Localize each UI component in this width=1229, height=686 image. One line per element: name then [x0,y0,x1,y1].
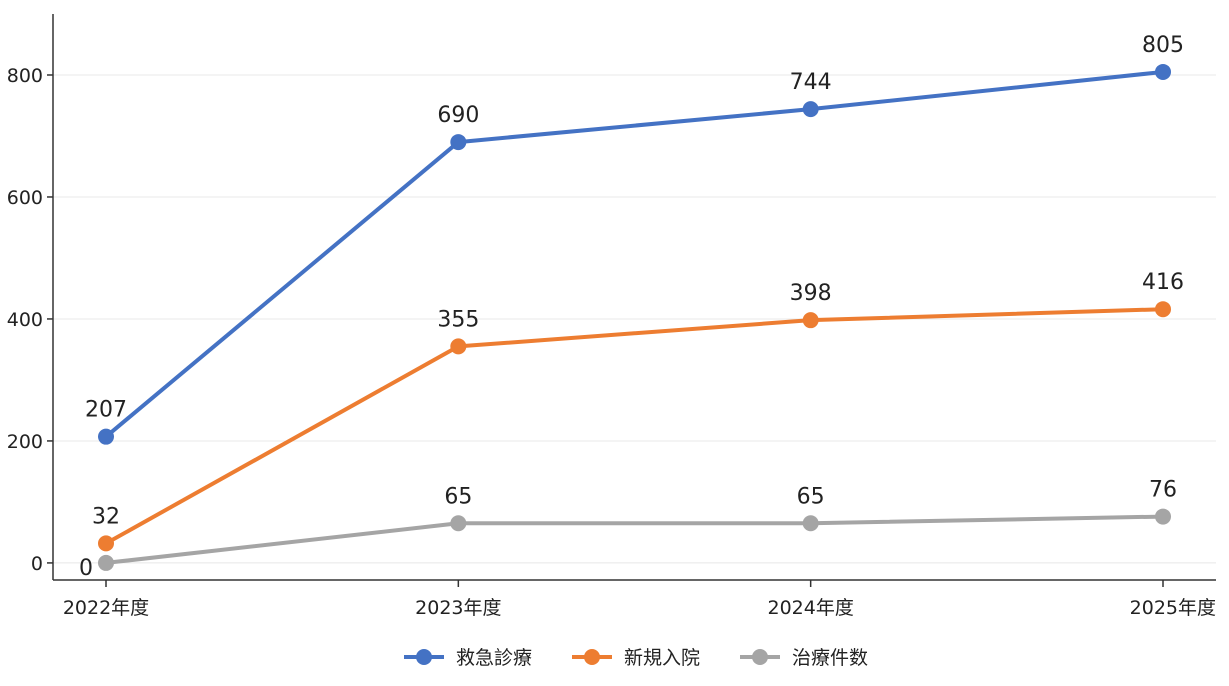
x-tick-label: 2022年度 [63,597,149,619]
data-label: 398 [790,281,832,306]
data-label: 65 [797,484,825,509]
data-label: 690 [437,103,479,128]
data-label: 65 [444,484,472,509]
series-line [104,69,1165,439]
axes [52,14,1216,581]
y-tick-label: 800 [7,65,43,87]
data-label: 76 [1149,478,1177,503]
data-point [802,101,819,118]
legend-label: 新規入院 [624,647,700,669]
y-tick-label: 0 [31,553,43,575]
x-tick-label: 2024年度 [767,597,853,619]
x-tick-label: 2025年度 [1130,597,1216,619]
legend: 救急診療 新規入院 治療件数 [404,647,868,669]
data-point [1155,508,1171,525]
data-point [802,312,819,329]
series-line [104,514,1165,565]
legend-swatch-marker [416,649,432,665]
data-point [98,535,114,552]
data-label: 744 [790,70,832,95]
data-label: 355 [437,307,479,332]
series-line [104,307,1165,546]
legend-swatch-marker [584,649,600,665]
legend-item: 治療件数 [740,647,868,669]
data-point [450,134,467,151]
data-labels: 207 690 744 805 32 355 398 416 0 65 65 76 [79,33,1184,581]
series-2 [98,301,1171,552]
data-label: 416 [1142,270,1184,295]
gridlines [53,74,1216,564]
data-point [1155,301,1171,318]
legend-item: 救急診療 [404,647,532,669]
x-axis-ticks: 2022年度 2023年度 2024年度 2025年度 [63,580,1216,619]
data-point [450,338,467,355]
series-layer [98,63,1171,571]
series-1 [98,63,1171,445]
data-label: 805 [1142,33,1184,58]
series-3 [98,508,1171,571]
data-point [98,554,114,571]
legend-item: 新規入院 [572,647,700,669]
x-tick-label: 2023年度 [415,597,501,619]
data-point [1155,63,1171,80]
y-axis-ticks: 0 200 400 600 800 [7,65,53,575]
data-label: 207 [85,398,127,423]
data-point [802,515,819,532]
data-label: 0 [79,556,93,581]
data-label: 32 [92,504,120,529]
data-point [450,515,467,532]
y-tick-label: 600 [7,187,43,209]
data-point [98,428,114,445]
legend-label: 救急診療 [456,647,532,669]
y-tick-label: 400 [7,309,43,331]
y-tick-label: 200 [7,431,43,453]
legend-swatch-marker [752,649,768,665]
legend-label: 治療件数 [792,647,868,669]
